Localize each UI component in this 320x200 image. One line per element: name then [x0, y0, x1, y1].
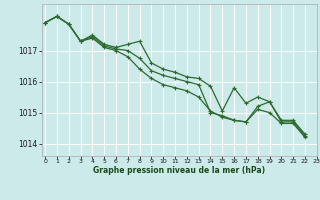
- X-axis label: Graphe pression niveau de la mer (hPa): Graphe pression niveau de la mer (hPa): [93, 166, 265, 175]
